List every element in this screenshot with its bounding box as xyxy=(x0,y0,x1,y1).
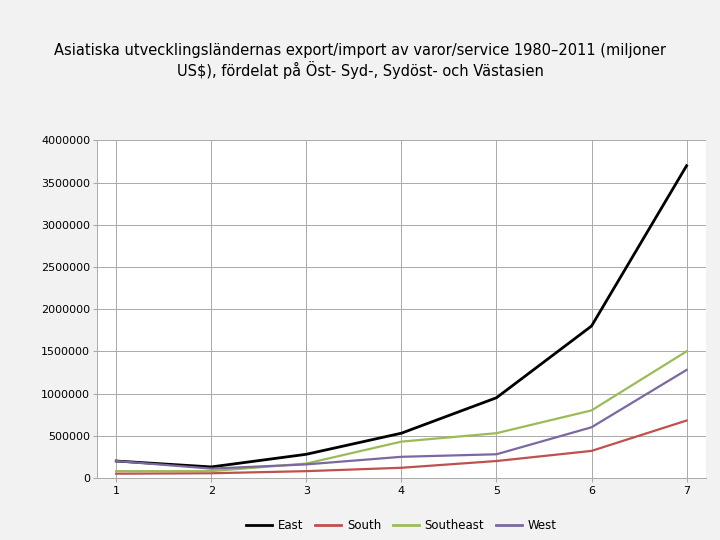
Legend: East, South, Southeast, West: East, South, Southeast, West xyxy=(241,514,562,537)
Text: Asiatiska utvecklingsländernas export/import av varor/service 1980–2011 (miljone: Asiatiska utvecklingsländernas export/im… xyxy=(54,43,666,79)
